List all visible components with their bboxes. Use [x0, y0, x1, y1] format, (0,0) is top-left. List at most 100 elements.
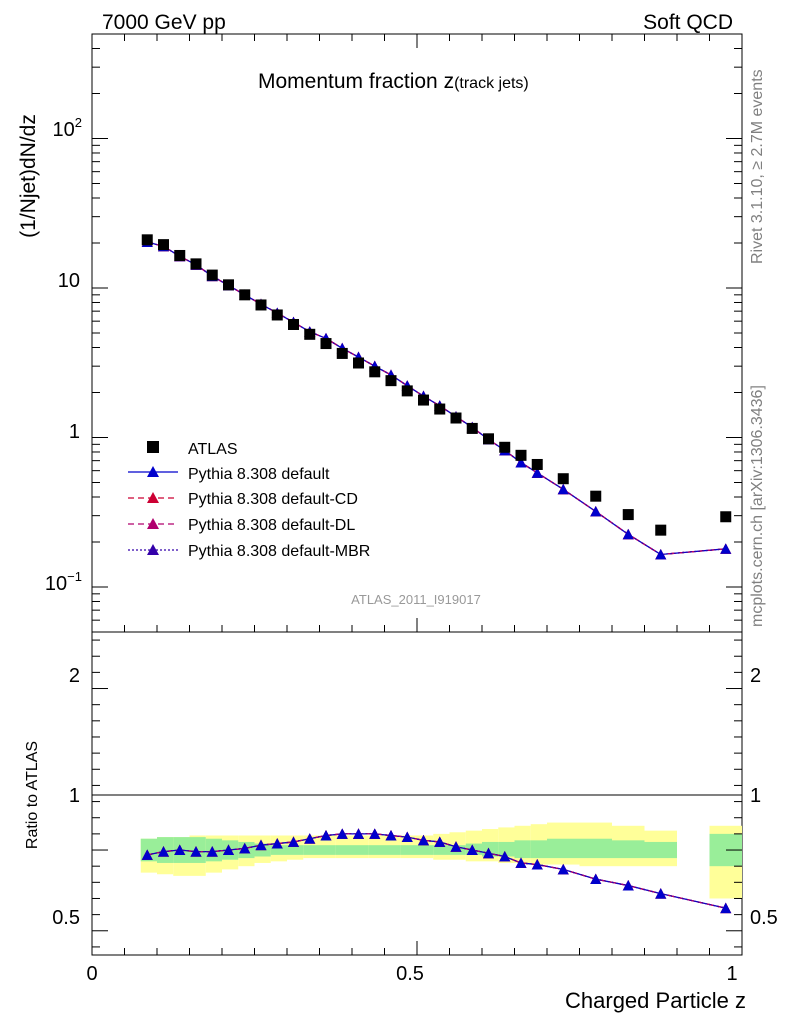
ratio-plot-frame — [91, 631, 743, 956]
legend-label-atlas: ATLAS — [188, 441, 238, 458]
legend-marker-2 — [147, 518, 159, 529]
legend-label-1: Pythia 8.308 default-CD — [188, 491, 358, 508]
atlas-point — [655, 524, 667, 536]
ratio-point-0 — [622, 880, 634, 891]
ratio-point-0 — [223, 844, 234, 855]
atlas-point — [174, 249, 186, 261]
atlas-point — [255, 299, 267, 311]
ratio-tick-label-1: 1 — [69, 785, 80, 807]
ratio-point-0 — [304, 833, 316, 844]
ratio-point-0 — [590, 873, 602, 885]
atlas-point — [239, 289, 251, 301]
atlas-point — [206, 269, 218, 281]
ratio-point-0 — [206, 846, 218, 857]
atlas-point — [466, 422, 478, 434]
ratio-tick-label-0: 0.5 — [52, 907, 80, 929]
band-inner-segment — [270, 845, 287, 855]
atlas-point — [499, 441, 511, 453]
ratio-point-0 — [336, 828, 348, 839]
atlas-point — [385, 375, 397, 387]
ratio-point-0 — [271, 838, 283, 849]
band-inner-segment — [335, 845, 352, 855]
ratio-point-0 — [401, 831, 413, 843]
mc-point-0 — [655, 548, 667, 560]
mc-point-0 — [531, 467, 543, 478]
band-inner-segment — [498, 841, 515, 857]
ratio-point-0 — [369, 828, 381, 839]
legend-marker-3 — [147, 544, 159, 555]
legend-marker-1 — [147, 492, 159, 503]
atlas-point — [353, 357, 364, 369]
header-right: Soft QCD — [643, 11, 733, 34]
atlas-point — [288, 318, 299, 330]
ratio-point-0 — [320, 829, 332, 841]
legend: ATLAS Pythia 8.308 default Pythia 8.308 … — [128, 441, 370, 560]
ratio-point-0 — [288, 836, 299, 847]
atlas-point — [483, 433, 494, 445]
atlas-point — [369, 366, 381, 378]
band-inner-segment — [384, 845, 401, 855]
band-inner-segment — [319, 845, 336, 855]
ratio-point-0 — [255, 839, 267, 851]
mc-point-0 — [622, 528, 634, 540]
header-left: 7000 GeV pp — [102, 11, 226, 34]
xtick-label-2: 1 — [726, 963, 737, 985]
legend-label-2: Pythia 8.308 default-DL — [188, 517, 355, 534]
ratio-point-0 — [557, 863, 569, 875]
legend-label-0: Pythia 8.308 default — [188, 466, 330, 483]
ytick-label-3: 102 — [53, 115, 82, 141]
atlas-point — [418, 394, 429, 406]
ratio-point-0 — [353, 828, 364, 839]
ratio-point-0 — [434, 836, 446, 847]
ratio-point-0 — [499, 850, 511, 862]
band-inner-segment — [417, 845, 434, 855]
chart-title: Momentum fraction z(track jets) — [258, 70, 529, 93]
atlas-point — [531, 458, 543, 470]
ratio-point-0 — [141, 849, 153, 860]
y-axis-label: (1/Njet)dN/dz — [17, 114, 40, 238]
ytick-label-1: 1 — [69, 421, 80, 443]
atlas-point — [141, 234, 153, 246]
atlas-point — [190, 258, 202, 270]
atlas-point — [336, 347, 348, 359]
chart-title-main: Momentum fraction z — [258, 70, 454, 93]
atlas-point — [158, 239, 169, 251]
band-inner-segment — [579, 838, 612, 859]
ratio-uncertainty-bands — [140, 822, 742, 899]
ratio-tick-label-2: 2 — [69, 665, 80, 687]
atlas-point — [590, 490, 602, 502]
mc-point-0 — [590, 505, 602, 517]
atlas-point — [434, 403, 446, 415]
ratio-line-3 — [147, 833, 726, 909]
rivet-version-text: Rivet 3.1.10, ≥ 2.7M events — [749, 69, 766, 264]
mc-point-0 — [557, 483, 569, 495]
ratio-point-0 — [174, 844, 186, 855]
ratio-point-0 — [483, 847, 494, 859]
band-inner-segment — [514, 840, 531, 859]
ratio-point-0 — [158, 846, 169, 857]
ratio-point-0 — [720, 902, 732, 914]
atlas-point — [515, 449, 527, 461]
ratio-tick-label-right-0: 0.5 — [750, 907, 778, 929]
atlas-point — [304, 328, 316, 340]
atlas-point — [622, 509, 634, 521]
ratio-point-0 — [385, 829, 397, 841]
x-axis-label: Charged Particle z — [565, 988, 746, 1013]
ytick-label-2: 10 — [58, 270, 80, 292]
ratio-point-0 — [190, 846, 202, 857]
ratio-point-0 — [531, 859, 543, 870]
band-inner-segment — [352, 845, 369, 855]
mc-point-0 — [720, 543, 732, 554]
chart-title-sub: (track jets) — [454, 75, 529, 92]
axis-ticks — [91, 33, 743, 955]
ratio-point-0 — [655, 888, 667, 899]
band-inner-segment — [644, 841, 677, 859]
mcplots-credit-text: mcplots.cern.ch [arXiv:1306.3436] — [749, 385, 766, 627]
band-inner-segment — [303, 845, 320, 855]
atlas-point — [320, 338, 332, 350]
atlas-point — [720, 511, 732, 523]
legend-marker-atlas — [147, 441, 159, 453]
band-inner-segment — [400, 845, 417, 855]
legend-marker-0 — [147, 466, 159, 477]
